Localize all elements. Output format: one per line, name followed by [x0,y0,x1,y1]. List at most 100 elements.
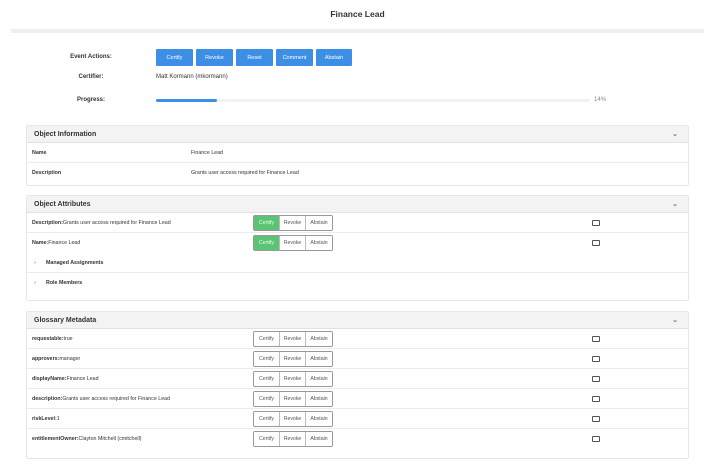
certify-toggle[interactable]: Certify [254,411,280,426]
decision-button-group: Certify Revoke Abstain [253,410,333,427]
revoke-toggle[interactable]: Revoke [280,236,306,250]
attribute-value: Finance Lead [48,240,81,246]
decision-button-group: Certify Revoke Abstain [253,370,333,387]
certify-toggle[interactable]: Certify [254,432,280,446]
progress-percent: 14% [594,97,607,103]
comment-icon[interactable] [592,240,600,246]
attribute-value: Finance Lead [66,375,99,382]
comment-icon[interactable] [592,355,600,362]
abstain-toggle[interactable]: Abstain [306,391,332,406]
certify-toggle[interactable]: Certify [254,371,280,386]
attribute-value: 1 [56,415,60,422]
info-key: Description [32,170,62,176]
revoke-button[interactable]: Revoke [196,49,233,66]
abstain-toggle[interactable]: Abstain [306,215,332,230]
attribute-row: entitlementOwner: Clayton Mitchell (cmit… [27,429,688,449]
attribute-value: Grants user access required for Finance … [62,219,171,226]
attribute-key: displayName: [32,375,67,382]
object-attributes-header[interactable]: Object Attributes ⌄ [27,196,688,213]
panel-title: Object Information [34,130,97,138]
attribute-row: Name: Finance Lead Certify Revoke Abstai… [27,233,688,253]
object-information-header[interactable]: Object Information ⌄ [27,126,688,143]
reset-button[interactable]: Reset [236,49,273,66]
decision-button-group: Certify Revoke Abstain [253,390,333,407]
attribute-row: Description: Grants user access required… [27,213,688,233]
chevron-down-icon[interactable]: ⌄ [672,201,678,208]
expander-label: Managed Assignments [46,259,104,266]
decision-button-group: Certify Revoke Abstain [253,235,333,251]
revoke-toggle[interactable]: Revoke [280,351,306,366]
progress-bar [156,99,590,102]
comment-icon[interactable] [592,395,600,402]
attribute-key: requestable: [32,335,64,342]
revoke-toggle[interactable]: Revoke [280,215,306,230]
certifier-value: Matt Kormann (mkormann) [156,74,228,80]
comment-icon[interactable] [592,436,600,442]
certify-toggle[interactable]: Certify [254,391,280,406]
attribute-key: approvers: [32,355,60,362]
attribute-value: manager [59,355,81,362]
attribute-key: description: [32,395,63,402]
attribute-row: approvers: manager Certify Revoke Abstai… [27,349,688,369]
info-row: Name Finance Lead [27,143,688,163]
attribute-row: description: Grants user access required… [27,389,688,409]
chevron-down-icon[interactable]: ⌄ [672,131,678,138]
abstain-toggle[interactable]: Abstain [306,432,332,446]
object-information-panel: Object Information ⌄ Name Finance Lead Des… [26,125,689,186]
decision-button-group: Certify Revoke Abstain [253,431,333,447]
comment-icon[interactable] [592,415,600,422]
attribute-row: riskLevel: 1 Certify Revoke Abstain [27,409,688,429]
attribute-row: requestable: true Certify Revoke Abstain [27,329,688,349]
abstain-toggle[interactable]: Abstain [306,236,332,250]
page-title: Finance Lead [330,9,385,19]
decision-button-group: Certify Revoke Abstain [253,214,333,231]
progress-label: Progress: [76,97,105,103]
role-members-expander[interactable]: › Role Members [27,273,688,293]
certifier-label: Certifier: [78,74,104,80]
info-value: Finance Lead [191,149,224,156]
certify-toggle[interactable]: Certify [254,331,280,346]
abstain-toggle[interactable]: Abstain [306,331,332,346]
info-key: Name [32,149,47,156]
progress-fill [156,99,217,102]
revoke-toggle[interactable]: Revoke [280,391,306,406]
chevron-right-icon: › [34,280,36,286]
header-divider [11,29,704,33]
revoke-toggle[interactable]: Revoke [280,371,306,386]
glossary-metadata-header[interactable]: Glossary Metadata ⌄ [27,312,688,329]
attribute-value: Clayton Mitchell (cmitchell) [78,436,142,442]
abstain-toggle[interactable]: Abstain [306,351,332,366]
info-row: Description Grants user access required f… [27,163,688,183]
certify-button[interactable]: Certify [156,49,193,66]
object-attributes-panel: Object Attributes ⌄ Description: Grants u… [26,195,689,301]
managed-assignments-expander[interactable]: › Managed Assignments [27,253,688,273]
comment-button[interactable]: Comment [276,49,313,66]
event-actions-label: Event Actions: [70,54,112,60]
attribute-key: Description: [32,219,63,226]
certify-toggle[interactable]: Certify [254,236,280,250]
certify-toggle[interactable]: Certify [254,351,280,366]
attribute-value: Grants user access required for Finance … [62,395,171,402]
event-actions: Certify Revoke Reset Comment Abstain [156,49,352,66]
expander-label: Role Members [46,280,83,286]
panel-title: Glossary Metadata [34,316,97,324]
decision-button-group: Certify Revoke Abstain [253,330,333,347]
comment-icon[interactable] [592,375,600,382]
chevron-down-icon[interactable]: ⌄ [672,317,678,324]
comment-icon[interactable] [592,219,600,226]
revoke-toggle[interactable]: Revoke [280,432,306,446]
glossary-metadata-panel: Glossary Metadata ⌄ requestable: true Cer… [26,311,689,459]
revoke-toggle[interactable]: Revoke [280,331,306,346]
chevron-right-icon: › [34,259,36,266]
certify-toggle[interactable]: Certify [254,215,280,230]
decision-button-group: Certify Revoke Abstain [253,350,333,367]
abstain-button[interactable]: Abstain [316,49,352,66]
revoke-toggle[interactable]: Revoke [280,411,306,426]
abstain-toggle[interactable]: Abstain [306,371,332,386]
attribute-key: entitlementOwner: [32,436,79,442]
comment-icon[interactable] [592,335,600,342]
attribute-key: riskLevel: [32,415,57,422]
abstain-toggle[interactable]: Abstain [306,411,332,426]
info-value: Grants user access required for Finance … [191,170,299,176]
panel-title: Object Attributes [34,200,91,208]
